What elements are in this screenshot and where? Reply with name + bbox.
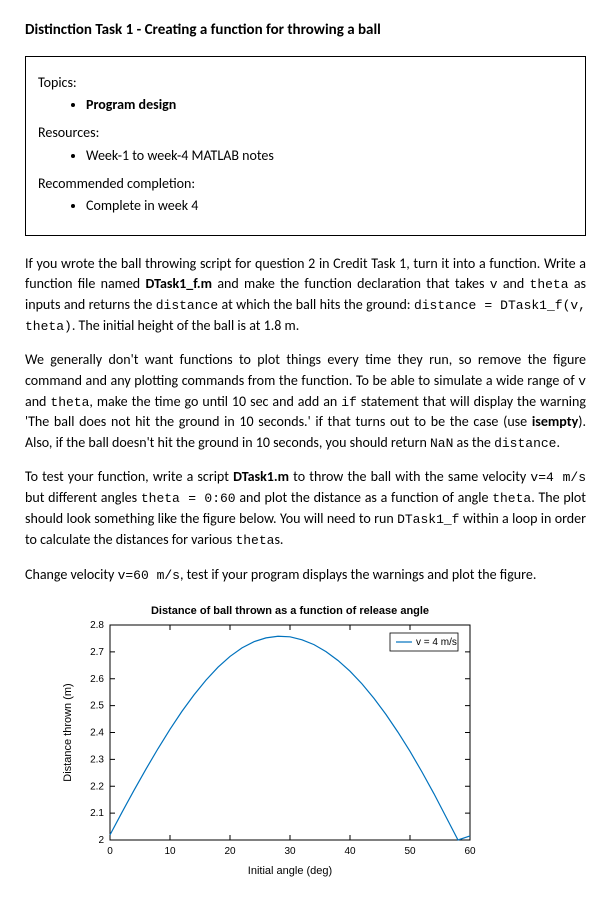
svg-text:2.6: 2.6 bbox=[90, 673, 104, 684]
svg-text:2.2: 2.2 bbox=[90, 781, 104, 792]
completion-label: Recommended completion: bbox=[38, 174, 573, 194]
svg-text:20: 20 bbox=[224, 846, 236, 857]
paragraph-2: We generally don't want functions to plo… bbox=[25, 350, 586, 453]
svg-text:2.1: 2.1 bbox=[90, 808, 104, 819]
paragraph-1: If you wrote the ball throwing script fo… bbox=[25, 254, 586, 337]
svg-text:2.7: 2.7 bbox=[90, 647, 104, 658]
topics-list: Program design bbox=[38, 95, 573, 115]
svg-text:v = 4 m/s: v = 4 m/s bbox=[416, 637, 457, 648]
list-item: Complete in week 4 bbox=[86, 196, 573, 216]
svg-text:Initial angle (deg): Initial angle (deg) bbox=[248, 865, 332, 877]
svg-text:50: 50 bbox=[404, 846, 416, 857]
svg-text:0: 0 bbox=[107, 846, 113, 857]
chart-container: Distance of ball thrown as a function of… bbox=[55, 600, 586, 880]
resources-label: Resources: bbox=[38, 123, 573, 143]
svg-text:2.8: 2.8 bbox=[90, 620, 104, 631]
list-item: Program design bbox=[86, 95, 573, 115]
topics-label: Topics: bbox=[38, 73, 573, 93]
svg-text:Distance thrown (m): Distance thrown (m) bbox=[62, 683, 74, 781]
svg-text:2.4: 2.4 bbox=[90, 727, 104, 738]
svg-text:2.5: 2.5 bbox=[90, 700, 104, 711]
info-box: Topics: Program design Resources: Week-1… bbox=[25, 56, 586, 236]
svg-text:60: 60 bbox=[464, 846, 476, 857]
paragraph-3: To test your function, write a script DT… bbox=[25, 467, 586, 550]
page-title: Distinction Task 1 - Creating a function… bbox=[25, 20, 586, 42]
distance-chart: Distance of ball thrown as a function of… bbox=[55, 600, 485, 880]
svg-text:Distance of ball thrown as a f: Distance of ball thrown as a function of… bbox=[151, 605, 429, 617]
svg-text:10: 10 bbox=[164, 846, 176, 857]
svg-text:30: 30 bbox=[284, 846, 296, 857]
svg-text:40: 40 bbox=[344, 846, 356, 857]
paragraph-4: Change velocity v=60 m/s, test if your p… bbox=[25, 565, 586, 586]
resources-list: Week-1 to week-4 MATLAB notes bbox=[38, 146, 573, 166]
completion-list: Complete in week 4 bbox=[38, 196, 573, 216]
svg-text:2.3: 2.3 bbox=[90, 754, 104, 765]
list-item: Week-1 to week-4 MATLAB notes bbox=[86, 146, 573, 166]
svg-text:2: 2 bbox=[98, 835, 104, 846]
